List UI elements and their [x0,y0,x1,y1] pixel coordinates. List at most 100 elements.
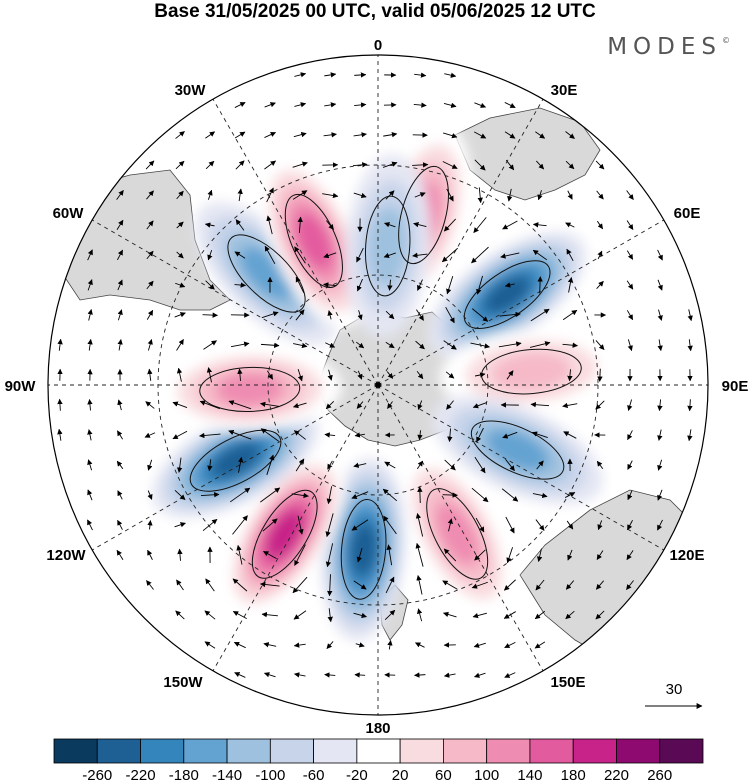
wind-vector [237,456,244,473]
wind-vector [294,72,307,78]
wind-vector [293,430,306,440]
contour-neg-australia-115e [470,420,565,480]
wind-vector [266,215,273,235]
wind-vector [174,490,186,501]
wind-vector [87,249,93,261]
wind-vector [503,579,516,591]
colorbar-tick-label: -180 [169,767,199,783]
colorbar-tick-label: -260 [82,767,112,783]
contour-pos-atlantic-25w [284,193,343,289]
wind-vector [566,248,574,262]
wind-vector [324,672,336,678]
wind-vector [176,457,183,473]
wind-vector [200,492,220,498]
wind-vector [259,581,280,588]
wind-vector [297,216,303,233]
wind-vector [530,401,550,408]
wind-vector [234,251,246,259]
contour-neg-atlantic-5e [364,195,411,297]
wind-vector [475,517,485,533]
wind-vector [327,574,333,597]
wind-vector [499,311,521,318]
wind-vector [382,488,398,502]
anomaly-blob-pos-pacific-90w [216,372,284,407]
wind-vector [626,550,634,561]
longitude-label-150e: 150E [550,674,585,691]
wind-vector [292,190,308,200]
wind-vector [324,432,336,438]
wind-vector [261,611,278,618]
wind-vector [532,492,548,499]
wind-vector [172,430,188,440]
colorbar-swatch [442,738,488,764]
wind-vector [294,102,307,108]
wind-vector [87,279,93,291]
wind-vector [414,672,426,678]
wind-vector [383,515,397,535]
wind-vector [237,368,243,382]
wind-vector [596,190,604,200]
wind-vector [263,672,276,678]
wind-vector [87,398,93,411]
contour-neg-pacific-120w [189,429,282,492]
logo-text: MODES [607,34,722,60]
wind-vector [326,486,333,505]
wind-vector [235,160,245,170]
wind-vector [565,610,575,620]
wind-vector [657,429,663,441]
wind-vector [447,428,453,443]
wind-vector [626,580,634,590]
wind-vector [325,513,334,538]
wind-vector [386,544,393,566]
wind-vector [147,368,153,381]
latitude-circle [267,274,489,496]
colorbar-swatch [269,738,315,764]
longitude-label-60w: 60W [53,205,85,222]
wind-vector [144,432,156,438]
longitude-label-60e: 60E [674,205,701,222]
wind-vector [595,160,605,170]
colorbar-swatch [399,738,444,764]
wind-vector [414,72,427,78]
wind-vector [204,610,216,620]
colorbar: -260 -220 -180 -140 -100 -60 -20 20 60 100 140 180 2… [53,738,704,783]
wind-vector [353,580,367,590]
longitude-labels: 0 30E 60E 90E 120E 150E 180 150W 120W 90W 60W 30W [5,37,749,737]
wind-vector [146,190,154,200]
wind-vector [147,459,153,471]
reference-vector: 30 [645,681,703,709]
colorbar-tick-label: 60 [435,767,452,783]
wind-vector [416,370,424,380]
colorbar-tick-label: 180 [561,767,586,783]
wind-vector [116,460,124,470]
wind-vector [566,520,574,530]
wind-vector [535,131,546,139]
longitude-label-30e: 30E [551,82,578,99]
wind-vector [234,282,247,288]
wind-vector [175,282,186,288]
wind-vector [326,220,334,230]
wind-vector [230,341,250,348]
wind-vector [353,462,367,468]
wind-vector [504,641,516,649]
colorbar-tick-label: 100 [474,767,499,783]
wind-vector [627,339,633,352]
wind-vector [203,340,217,350]
wind-vector [295,276,305,294]
wind-vector [626,250,634,260]
wind-vector [266,454,275,476]
wind-vector [176,339,184,351]
wind-vector [626,310,634,321]
wind-vector [530,308,550,322]
wind-vector [384,609,396,621]
wind-vector [207,189,213,200]
wind-vector [442,611,457,618]
wind-vector [474,159,486,171]
wind-vector [383,132,398,138]
wind-vector [472,402,487,409]
longitude-label-90e: 90E [722,378,749,395]
wind-vector [415,340,425,350]
wind-vector [442,492,458,498]
wind-vector [412,252,428,258]
colorbar-tick-label: 260 [647,767,672,783]
